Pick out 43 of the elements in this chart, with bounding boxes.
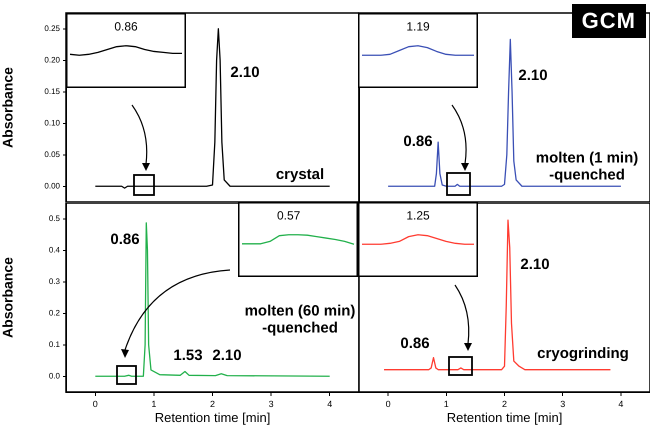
y-tick-label: 0.0	[48, 371, 61, 380]
annotation: 1.53	[173, 347, 203, 364]
annotation: molten (60 min) -quenched	[244, 302, 356, 337]
y-tick-label: 0.25	[44, 24, 61, 33]
x-tick-label: 2	[502, 398, 508, 409]
annotation: 2.10	[520, 256, 550, 274]
annotation: molten (1 min) -quenched	[536, 150, 638, 184]
y-tick-label: 0.00	[44, 181, 61, 190]
y-tick-label: 0.05	[44, 150, 61, 159]
annotation: 0.86	[403, 133, 433, 150]
annotation: 1.19	[406, 19, 430, 34]
y-tick-label: 0.4	[48, 245, 61, 254]
annotation: 2.10	[212, 347, 242, 364]
annotation: crystal	[276, 166, 324, 184]
annotation: 0.86	[114, 19, 138, 34]
y-tick-label: 0.10	[44, 118, 61, 128]
y-tick-label: 0.1	[48, 340, 61, 349]
y-tick-label: 0.15	[44, 86, 61, 96]
x-tick-label: 1	[151, 398, 156, 409]
annotation: 2.10	[230, 64, 260, 82]
x-tick-label: 2	[210, 398, 216, 409]
x-tick-label: 3	[560, 398, 566, 409]
chart-title: GCM	[572, 4, 646, 38]
x-tick-label: 4	[327, 398, 332, 409]
annotation: 0.86	[400, 335, 430, 352]
annotation: 0.86	[110, 231, 140, 248]
annotation: cryogrinding	[537, 345, 629, 362]
y-axis-title: Absorbance	[0, 66, 16, 148]
x-tick-label: 1	[444, 398, 449, 409]
y-tick-label: 0.2	[48, 308, 61, 318]
y-tick-label: 0.5	[48, 214, 61, 223]
y-tick-label: 0.20	[44, 55, 61, 64]
annotation: 0.57	[276, 208, 301, 222]
x-axis-title: Retention time [min]	[446, 410, 562, 425]
annotation: 2.10	[518, 67, 548, 84]
y-axis-title: Absorbance	[0, 256, 16, 338]
y-tick-label: 0.3	[48, 276, 61, 286]
x-tick-label: 0	[92, 398, 98, 409]
x-axis-title: Retention time [min]	[154, 410, 270, 425]
annotation: 1.25	[406, 208, 430, 222]
x-tick-label: 0	[386, 398, 391, 409]
x-tick-label: 4	[618, 398, 624, 409]
x-tick-label: 3	[268, 398, 274, 409]
